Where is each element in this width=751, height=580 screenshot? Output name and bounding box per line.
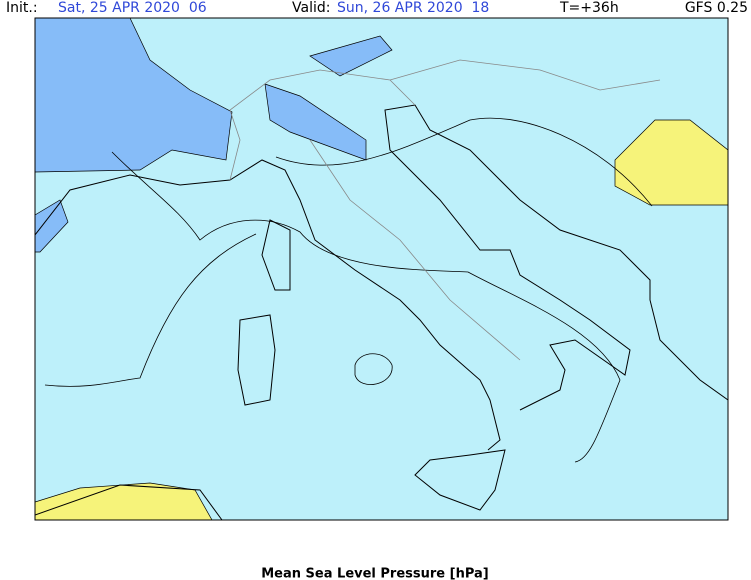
africa-coast [35, 484, 223, 520]
init-time: Sat, 25 APR 2020 06 [58, 0, 207, 16]
isobar [354, 353, 393, 385]
lead-time: T=+36h [559, 0, 619, 16]
isobar [275, 117, 653, 207]
coastlines [35, 104, 728, 520]
sicily [414, 449, 506, 511]
yellow-area [614, 119, 728, 206]
borders [229, 59, 661, 361]
model-name: GFS 0.25 [685, 0, 748, 16]
colorbar: Mean Sea Level Pressure [hPa] [261, 567, 489, 580]
blue-area [264, 83, 367, 161]
isobars [44, 117, 653, 463]
low-pressure-areas [35, 18, 393, 253]
isobar [44, 233, 257, 387]
colorbar-title: Mean Sea Level Pressure [hPa] [261, 567, 489, 580]
blue-area [35, 18, 233, 173]
coastline [35, 104, 728, 451]
border [309, 139, 521, 361]
header: Init.: Sat, 25 APR 2020 06 Valid: Sun, 2… [6, 0, 748, 16]
map [35, 18, 728, 520]
isobar [111, 151, 621, 463]
valid-label: Valid: [292, 0, 330, 16]
blue-area [309, 35, 393, 77]
valid-time: Sun, 26 APR 2020 18 [337, 0, 489, 16]
sardinia [237, 314, 276, 406]
blue-area [35, 199, 69, 253]
border [389, 59, 661, 91]
corsica [261, 219, 291, 291]
init-label: Init.: [6, 0, 38, 16]
map-frame [34, 17, 729, 521]
